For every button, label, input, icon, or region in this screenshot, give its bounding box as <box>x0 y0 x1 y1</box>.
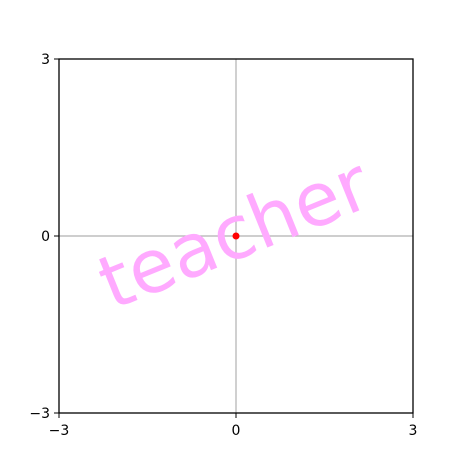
y-tick-label: 3 <box>41 52 50 68</box>
y-axis-ticks: −3 0 3 <box>29 52 59 422</box>
data-point <box>232 232 240 240</box>
x-tick-label: 3 <box>409 423 418 439</box>
data-points <box>232 232 240 240</box>
x-tick-label: 0 <box>232 423 241 439</box>
x-tick-label: −3 <box>49 423 70 439</box>
y-tick-label: −3 <box>29 406 50 422</box>
x-axis-ticks: −3 0 3 <box>49 413 418 439</box>
y-tick-label: 0 <box>41 229 50 245</box>
